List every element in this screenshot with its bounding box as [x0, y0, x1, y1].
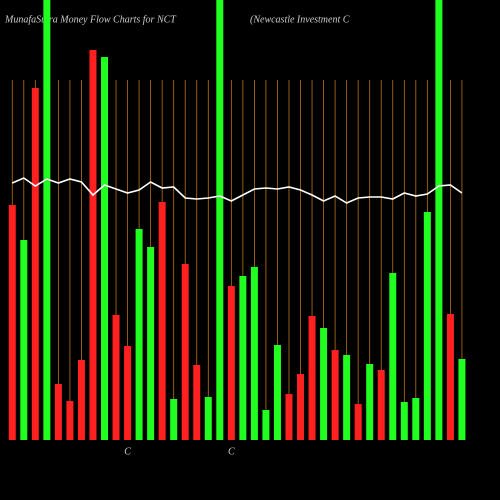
bar	[31, 88, 39, 440]
annotation: C	[228, 446, 235, 457]
bar	[89, 50, 97, 440]
chart-title: MunafaSutra Money Flow Charts for NCT	[4, 14, 177, 25]
bar	[112, 315, 120, 440]
bar	[193, 365, 201, 440]
bar	[446, 314, 454, 440]
bar	[204, 397, 212, 440]
bar	[423, 212, 431, 440]
bar	[297, 374, 305, 440]
bar	[343, 355, 351, 440]
bar	[20, 240, 28, 440]
annotation: C	[124, 446, 131, 457]
bar	[400, 402, 408, 440]
bar	[216, 0, 224, 440]
bar	[66, 401, 74, 440]
bar	[147, 247, 155, 440]
bar	[366, 364, 374, 440]
bar	[54, 384, 62, 440]
bar	[320, 328, 328, 440]
bar	[239, 276, 247, 440]
bar	[458, 359, 466, 440]
bar	[124, 346, 132, 440]
bar	[158, 202, 166, 440]
bar	[43, 0, 51, 440]
bar	[8, 205, 16, 440]
bar	[227, 286, 235, 440]
bar	[135, 229, 143, 440]
chart-subtitle: (Newcastle Investment C	[250, 14, 350, 25]
bar	[412, 398, 420, 440]
bar	[101, 57, 109, 440]
bar	[285, 394, 293, 440]
bar	[331, 350, 339, 440]
bar	[308, 316, 316, 440]
bar	[377, 370, 385, 440]
bar	[181, 264, 189, 440]
money-flow-line	[11, 177, 463, 204]
bar	[389, 273, 397, 440]
bar	[77, 360, 85, 440]
bar	[273, 345, 281, 440]
bar	[435, 0, 443, 440]
bar	[262, 410, 270, 440]
bar	[250, 267, 258, 440]
bar	[170, 399, 178, 440]
bar	[354, 404, 362, 440]
